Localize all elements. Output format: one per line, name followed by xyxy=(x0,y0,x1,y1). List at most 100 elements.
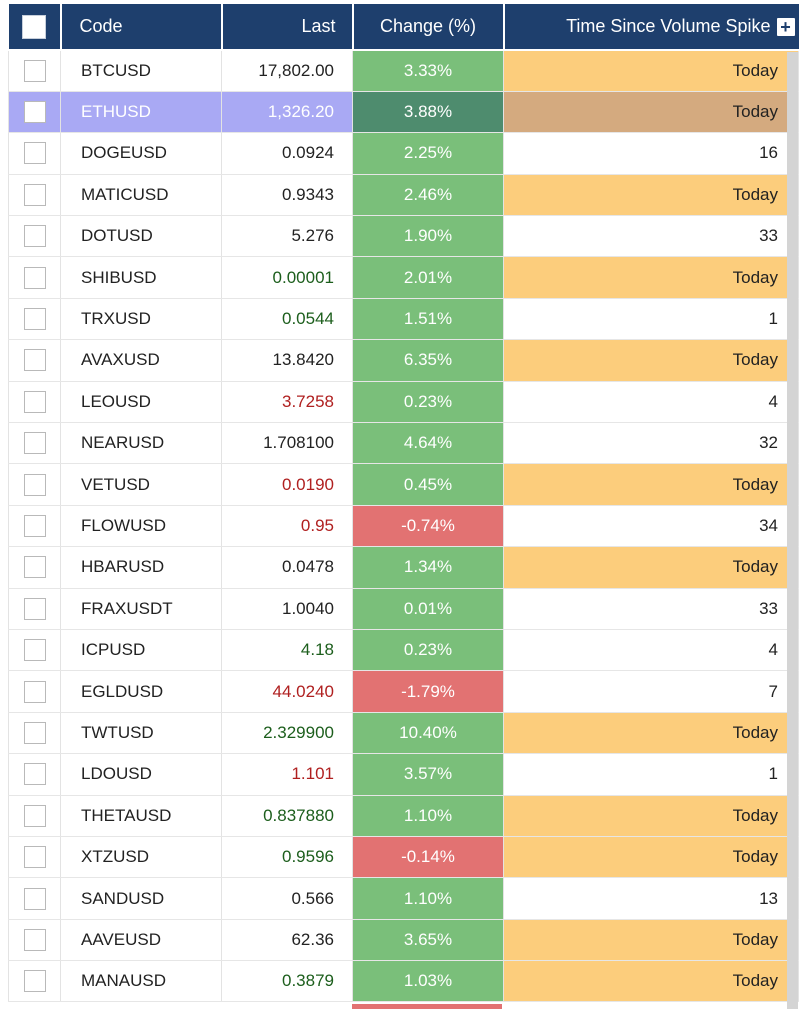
row-checkbox[interactable] xyxy=(23,597,46,620)
table-row[interactable]: MATICUSD 0.9343 2.46% Today xyxy=(8,174,799,217)
cell-code[interactable]: TWTUSD xyxy=(60,712,222,755)
table-row[interactable]: ETHUSD 1,326.20 3.88% Today xyxy=(8,91,799,134)
table-row[interactable]: THETAUSD 0.837880 1.10% Today xyxy=(8,795,799,837)
table-row[interactable]: ICPUSD 4.18 0.23% 4 xyxy=(8,629,799,672)
cell-code[interactable]: LDOUSD xyxy=(60,753,222,796)
column-header-change[interactable]: Change (%) xyxy=(352,4,505,51)
cell-code[interactable]: AVAXUSD xyxy=(60,339,222,382)
cell-change: -0.14% xyxy=(352,836,504,879)
cell-time-since-volume-spike: Today xyxy=(503,795,799,837)
row-checkbox[interactable] xyxy=(23,970,46,993)
row-checkbox[interactable] xyxy=(23,349,46,372)
row-checkbox[interactable] xyxy=(23,308,46,331)
table-row[interactable]: BTCUSD 17,802.00 3.33% Today xyxy=(8,50,799,92)
cell-code[interactable]: LEOUSD xyxy=(60,381,222,424)
cell-code[interactable]: DOGEUSD xyxy=(60,132,222,175)
cell-code[interactable]: EGLDUSD xyxy=(60,670,222,713)
cell-last: 44.0240 xyxy=(221,670,353,713)
cell-code[interactable]: XTZUSD xyxy=(60,836,222,879)
cell-time-since-volume-spike: Today xyxy=(503,256,799,299)
column-header-code[interactable]: Code xyxy=(60,4,223,51)
select-all-header xyxy=(8,4,62,51)
row-checkbox[interactable] xyxy=(23,390,46,413)
cell-code[interactable]: MANAUSD xyxy=(60,960,222,1003)
row-checkbox[interactable] xyxy=(23,721,46,744)
vertical-scrollbar[interactable] xyxy=(787,52,798,1009)
row-checkbox[interactable] xyxy=(23,266,46,289)
cell-code[interactable]: BTCUSD xyxy=(60,50,222,92)
cell-time-since-volume-spike: Today xyxy=(503,174,799,217)
cell-code[interactable]: FRAXUSDT xyxy=(60,588,222,630)
cell-code[interactable]: THETAUSD xyxy=(60,795,222,837)
row-checkbox[interactable] xyxy=(23,846,46,869)
cell-code[interactable]: MATICUSD xyxy=(60,174,222,217)
cell-code[interactable]: DOTUSD xyxy=(60,215,222,258)
cell-code[interactable]: FLOWUSD xyxy=(60,505,222,548)
cell-code[interactable]: SANDUSD xyxy=(60,877,222,920)
row-checkbox[interactable] xyxy=(23,473,46,496)
cell-code[interactable]: NEARUSD xyxy=(60,422,222,465)
table-row[interactable]: SHIBUSD 0.00001 2.01% Today xyxy=(8,256,799,299)
cell-last: 1.708100 xyxy=(221,422,353,465)
cell-code[interactable]: TRXUSD xyxy=(60,298,222,341)
row-checkbox[interactable] xyxy=(23,887,46,910)
row-select-cell xyxy=(8,505,61,548)
row-checkbox[interactable] xyxy=(23,225,46,248)
cell-code[interactable]: HBARUSD xyxy=(60,546,222,589)
cell-code[interactable]: AAVEUSD xyxy=(60,919,222,962)
table-row[interactable]: TWTUSD 2.329900 10.40% Today xyxy=(8,712,799,755)
table-row[interactable]: HBARUSD 0.0478 1.34% Today xyxy=(8,546,799,589)
table-row[interactable]: EGLDUSD 44.0240 -1.79% 7 xyxy=(8,670,799,713)
cell-code[interactable]: ICPUSD xyxy=(60,629,222,672)
cell-last: 62.36 xyxy=(221,919,353,962)
select-all-checkbox[interactable] xyxy=(22,14,46,39)
table-row[interactable]: LDOUSD 1.101 3.57% 1 xyxy=(8,753,799,796)
table-row[interactable]: VETUSD 0.0190 0.45% Today xyxy=(8,463,799,506)
row-select-cell xyxy=(8,339,61,382)
cell-code[interactable]: ETHUSD xyxy=(60,91,222,134)
cell-change: 1.51% xyxy=(352,298,504,341)
row-checkbox[interactable] xyxy=(23,101,46,124)
row-checkbox[interactable] xyxy=(23,928,46,951)
column-header-last[interactable]: Last xyxy=(221,4,354,51)
row-checkbox[interactable] xyxy=(23,59,46,82)
table-row[interactable]: AAVEUSD 62.36 3.65% Today xyxy=(8,919,799,962)
cell-last: 5.276 xyxy=(221,215,353,258)
cell-time-since-volume-spike: 7 xyxy=(503,670,799,713)
row-select-cell xyxy=(8,960,61,1003)
cell-time-since-volume-spike: 16 xyxy=(503,132,799,175)
column-header-time-since-volume-spike[interactable]: Time Since Volume Spike + xyxy=(503,4,799,51)
row-checkbox[interactable] xyxy=(23,142,46,165)
row-checkbox[interactable] xyxy=(23,514,46,537)
row-checkbox[interactable] xyxy=(23,763,46,786)
cell-code[interactable]: SHIBUSD xyxy=(60,256,222,299)
cell-last: 0.3879 xyxy=(221,960,353,1003)
table-row[interactable]: AVAXUSD 13.8420 6.35% Today xyxy=(8,339,799,382)
table-row[interactable]: TRXUSD 0.0544 1.51% 1 xyxy=(8,298,799,341)
row-checkbox[interactable] xyxy=(23,804,46,827)
table-row[interactable]: DOTUSD 5.276 1.90% 33 xyxy=(8,215,799,258)
table-row[interactable]: FRAXUSDT 1.0040 0.01% 33 xyxy=(8,588,799,630)
cell-change: 10.40% xyxy=(352,712,504,755)
row-checkbox[interactable] xyxy=(23,556,46,579)
add-column-plus-icon[interactable]: + xyxy=(776,18,795,37)
row-checkbox[interactable] xyxy=(23,183,46,206)
cell-time-since-volume-spike: Today xyxy=(503,463,799,506)
table-row[interactable]: LEOUSD 3.7258 0.23% 4 xyxy=(8,381,799,424)
row-select-cell xyxy=(8,836,61,879)
cell-last: 1.101 xyxy=(221,753,353,796)
cell-last: 13.8420 xyxy=(221,339,353,382)
table-row[interactable]: FLOWUSD 0.95 -0.74% 34 xyxy=(8,505,799,548)
row-select-cell xyxy=(8,919,61,962)
table-row[interactable]: SANDUSD 0.566 1.10% 13 xyxy=(8,877,799,920)
table-row[interactable]: NEARUSD 1.708100 4.64% 32 xyxy=(8,422,799,465)
table-row[interactable]: XTZUSD 0.9596 -0.14% Today xyxy=(8,836,799,879)
row-checkbox[interactable] xyxy=(23,432,46,455)
row-select-cell xyxy=(8,256,61,299)
cell-code[interactable]: VETUSD xyxy=(60,463,222,506)
row-checkbox[interactable] xyxy=(23,680,46,703)
table-row[interactable]: DOGEUSD 0.0924 2.25% 16 xyxy=(8,132,799,175)
cell-last: 0.9343 xyxy=(221,174,353,217)
table-row[interactable]: MANAUSD 0.3879 1.03% Today xyxy=(8,960,799,1003)
row-checkbox[interactable] xyxy=(23,639,46,662)
